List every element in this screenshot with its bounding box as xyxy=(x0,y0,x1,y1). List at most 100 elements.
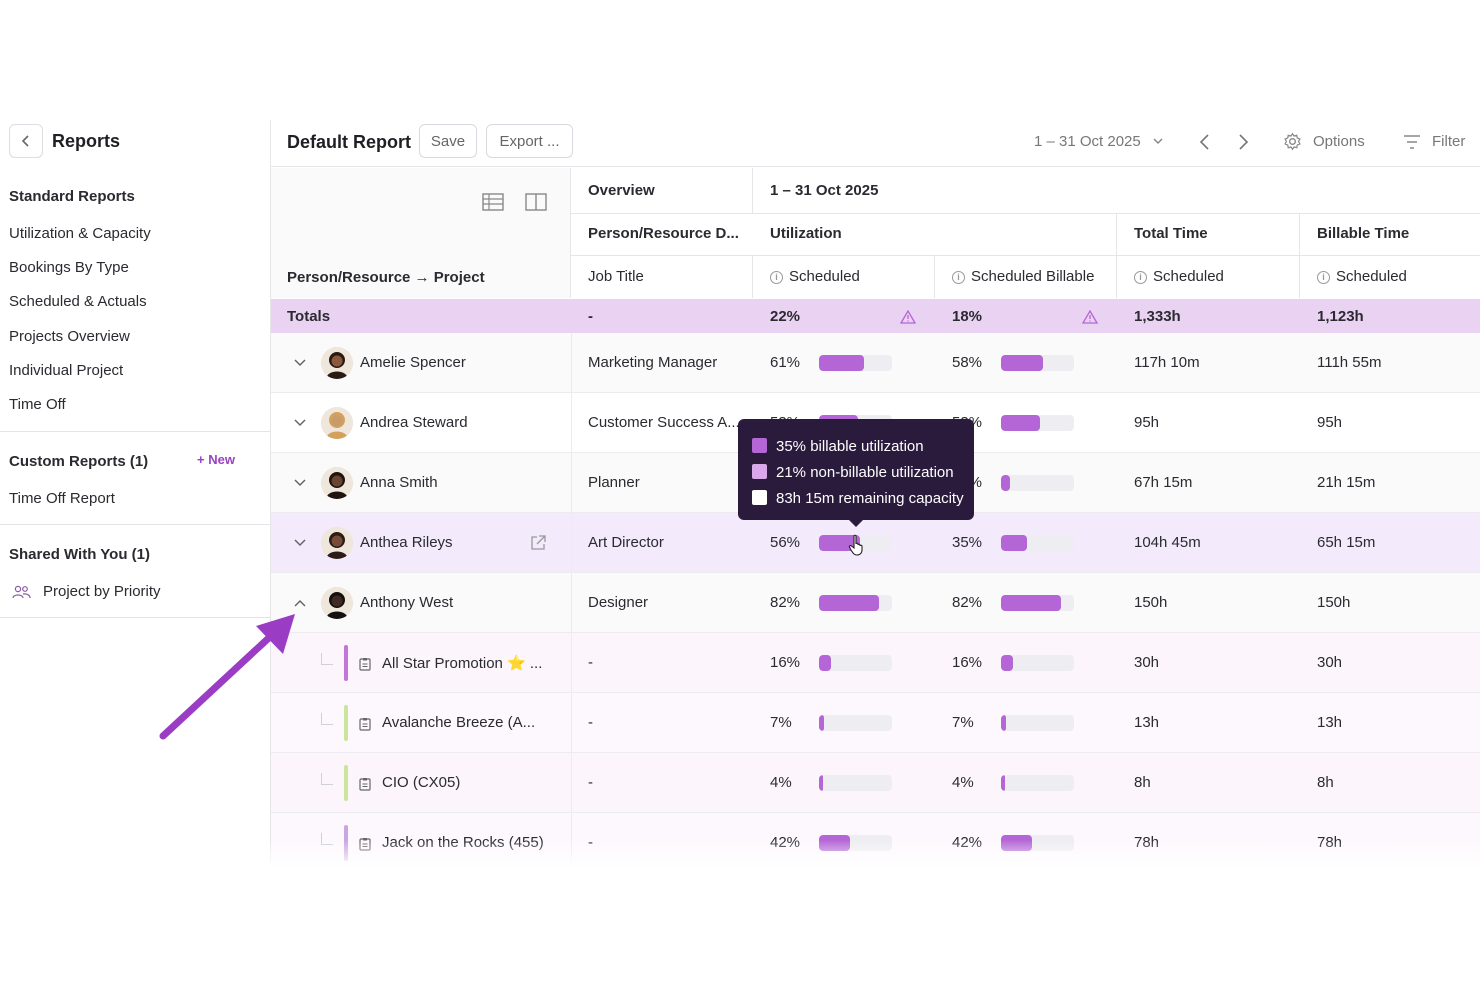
project-name: All Star Promotion ⭐ ... xyxy=(382,655,543,672)
total-time-header[interactable]: Total Time xyxy=(1134,225,1208,242)
billable-utilization-bar xyxy=(1001,595,1074,611)
table-view-icon[interactable] xyxy=(482,192,504,212)
project-row[interactable]: CIO (CX05) - 4% 4% 8h 8h xyxy=(271,753,1480,813)
chevron-down-icon[interactable] xyxy=(1151,134,1165,148)
sidebar: Reports Standard Reports Utilization & C… xyxy=(0,120,271,868)
billable-utilization-value: 7% xyxy=(952,714,974,731)
next-period-button[interactable] xyxy=(1233,132,1253,152)
billable-utilization-bar xyxy=(1001,655,1074,671)
info-icon: i xyxy=(770,271,783,284)
sidebar-item-scheduled-actuals[interactable]: Scheduled & Actuals xyxy=(9,293,147,310)
total-time-value: 67h 15m xyxy=(1134,474,1193,491)
sidebar-item-individual-project[interactable]: Individual Project xyxy=(9,362,124,379)
sidebar-item-bookings[interactable]: Bookings By Type xyxy=(9,259,129,276)
export-button[interactable]: Export ... xyxy=(486,124,573,158)
avatar xyxy=(321,587,353,619)
sidebar-item-project-by-priority[interactable]: Project by Priority xyxy=(43,583,161,600)
sidebar-item-utilization[interactable]: Utilization & Capacity xyxy=(9,225,151,242)
billable-time-header[interactable]: Billable Time xyxy=(1317,225,1410,242)
project-row[interactable]: Avalanche Breeze (A... - 7% 7% 13h 13h xyxy=(271,693,1480,753)
billable-utilization-bar xyxy=(1001,835,1074,851)
utilization-bar xyxy=(819,655,892,671)
date-range-select[interactable]: 1 – 31 Oct 2025 xyxy=(1034,133,1141,150)
shared-heading: Shared With You (1) xyxy=(9,546,150,563)
tree-connector xyxy=(321,773,333,785)
tooltip-billable: 35% billable utilization xyxy=(752,438,924,455)
new-report-button[interactable]: + New xyxy=(197,452,235,467)
totals-row: Totals - 22% 18% 1,333h 1,123h xyxy=(271,299,1480,333)
totals-billable-util: 18% xyxy=(952,308,983,325)
project-row[interactable]: All Star Promotion ⭐ ... - 16% 16% 30h 30h xyxy=(271,633,1480,693)
chevron-down-icon[interactable] xyxy=(293,538,307,548)
sidebar-divider xyxy=(0,617,270,618)
billable-scheduled-label: Scheduled xyxy=(1336,268,1407,285)
job-title: - xyxy=(588,834,593,851)
avatar xyxy=(321,407,353,439)
job-title: - xyxy=(588,714,593,731)
chevron-down-icon[interactable] xyxy=(293,478,307,488)
person-name: Anna Smith xyxy=(360,474,438,491)
sidebar-divider xyxy=(0,431,270,432)
scheduled-util-header[interactable]: i Scheduled xyxy=(770,268,860,285)
scheduled-billable-header[interactable]: i Scheduled Billable xyxy=(952,268,1094,285)
filter-button[interactable]: Filter xyxy=(1432,133,1466,150)
billable-utilization-bar xyxy=(1001,355,1074,371)
totals-job: - xyxy=(588,308,593,325)
external-link-icon[interactable] xyxy=(529,534,547,552)
job-title: Marketing Manager xyxy=(588,354,718,371)
back-button[interactable] xyxy=(9,124,43,158)
person-details-header[interactable]: Person/Resource D... xyxy=(588,225,739,242)
billable-time-value: 8h xyxy=(1317,774,1334,791)
sidebar-item-time-off[interactable]: Time Off xyxy=(9,396,66,413)
save-button[interactable]: Save xyxy=(419,124,477,158)
billable-utilization-bar-fill xyxy=(1001,415,1040,431)
column-divider xyxy=(1299,213,1300,298)
job-title-header[interactable]: Job Title xyxy=(588,268,644,285)
table-row[interactable]: Amelie Spencer Marketing Manager 61% 58% 117… xyxy=(271,333,1480,393)
prev-period-button[interactable] xyxy=(1195,132,1215,152)
billable-time-value: 78h xyxy=(1317,834,1343,851)
column-divider xyxy=(571,333,572,868)
billable-scheduled-header[interactable]: i Scheduled xyxy=(1317,268,1407,285)
total-scheduled-label: Scheduled xyxy=(1153,268,1224,285)
sidebar-item-time-off-report[interactable]: Time Off Report xyxy=(9,490,115,507)
column-divider xyxy=(934,255,935,298)
pointer-cursor-icon xyxy=(848,534,863,556)
chevron-up-icon[interactable] xyxy=(293,598,307,608)
table-row[interactable]: Anthony West Designer 82% 82% 150h 150h xyxy=(271,573,1480,633)
totals-util: 22% xyxy=(770,308,801,325)
chevron-down-icon[interactable] xyxy=(293,358,307,368)
people-icon xyxy=(12,585,31,599)
billable-utilization-bar xyxy=(1001,775,1074,791)
options-button[interactable]: Options xyxy=(1313,133,1365,150)
utilization-header[interactable]: Utilization xyxy=(770,225,842,242)
totals-total-time: 1,333h xyxy=(1134,308,1181,325)
total-scheduled-header[interactable]: i Scheduled xyxy=(1134,268,1224,285)
billable-utilization-value: 58% xyxy=(952,354,983,371)
person-name: Anthea Rileys xyxy=(360,534,453,551)
billable-time-value: 111h 55m xyxy=(1317,354,1382,371)
project-row[interactable]: Jack on the Rocks (455) - 42% 42% 78h 78h xyxy=(271,813,1480,868)
gear-icon[interactable] xyxy=(1283,132,1302,151)
chevron-down-icon[interactable] xyxy=(293,418,307,428)
table-row[interactable]: Anthea Rileys Art Director 56% 35% 104h 45m 6… xyxy=(271,513,1480,573)
job-title: Customer Success A... xyxy=(588,414,740,431)
info-icon: i xyxy=(1134,271,1147,284)
person-name: Andrea Steward xyxy=(360,414,468,431)
filter-icon[interactable] xyxy=(1403,134,1421,150)
warning-icon[interactable] xyxy=(1082,310,1098,324)
sidebar-item-projects-overview[interactable]: Projects Overview xyxy=(9,328,130,345)
split-view-icon[interactable] xyxy=(525,192,547,212)
clipboard-icon xyxy=(359,718,371,731)
total-time-value: 30h xyxy=(1134,654,1160,671)
totals-billable-time: 1,123h xyxy=(1317,308,1364,325)
billable-time-value: 13h xyxy=(1317,714,1343,731)
warning-icon[interactable] xyxy=(900,310,916,324)
remaining-swatch xyxy=(752,490,767,505)
billable-utilization-bar-fill xyxy=(1001,655,1013,671)
utilization-tooltip: 35% billable utilization 21% non-billabl… xyxy=(738,419,974,527)
clipboard-icon xyxy=(359,658,371,671)
project-name: Jack on the Rocks (455) xyxy=(382,834,544,851)
project-color-bar xyxy=(344,705,348,741)
